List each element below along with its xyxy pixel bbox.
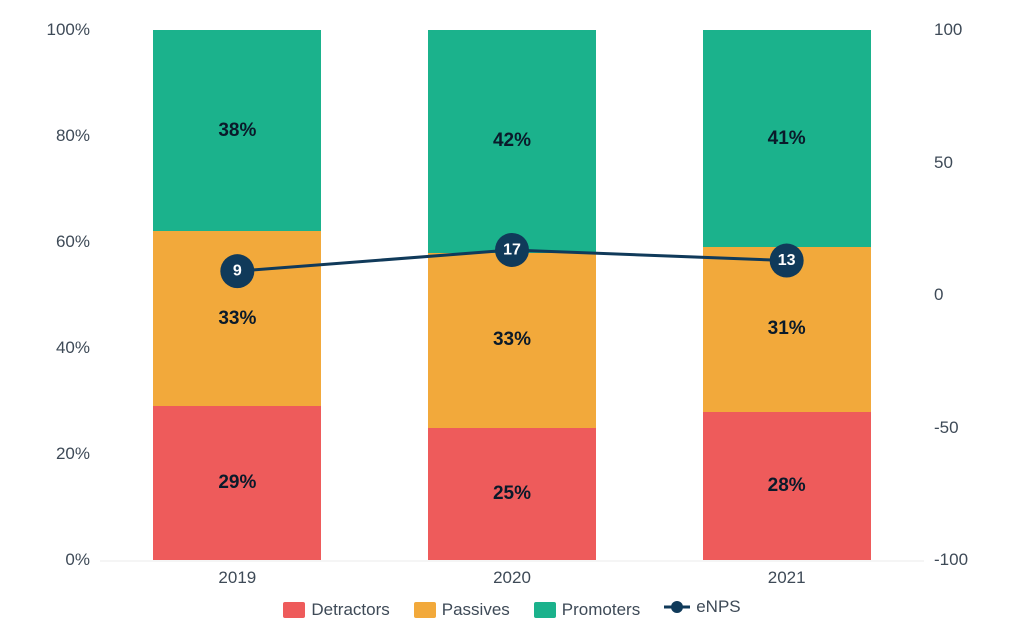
bar-segment-passives: 31% xyxy=(703,247,871,411)
y-axis-right: -100-50050100 xyxy=(934,30,1014,560)
bar-segment-promoters: 41% xyxy=(703,30,871,247)
plot-area: 29%33%38%25%33%42%28%31%41%91713 xyxy=(100,30,924,561)
legend-swatch-icon xyxy=(414,602,436,618)
x-label: 2021 xyxy=(768,568,806,588)
y-right-tick: 0 xyxy=(934,285,1014,305)
legend: Detractors Passives Promoters eNPS xyxy=(0,596,1024,623)
bar-segment-detractors: 25% xyxy=(428,428,596,561)
bar-segment-passives: 33% xyxy=(153,231,321,406)
enps-chart: 0%20%40%60%80%100% -100-50050100 29%33%3… xyxy=(0,0,1024,644)
legend-line-icon xyxy=(664,596,690,618)
y-axis-left: 0%20%40%60%80%100% xyxy=(10,30,90,560)
y-left-tick: 0% xyxy=(10,550,90,570)
bar-group: 25%33%42% xyxy=(428,30,596,560)
y-left-tick: 100% xyxy=(10,20,90,40)
legend-swatch-icon xyxy=(283,602,305,618)
y-left-tick: 80% xyxy=(10,126,90,146)
legend-label: eNPS xyxy=(696,597,740,617)
y-right-tick: 100 xyxy=(934,20,1014,40)
y-left-tick: 40% xyxy=(10,338,90,358)
y-right-tick: 50 xyxy=(934,153,1014,173)
y-left-tick: 20% xyxy=(10,444,90,464)
legend-swatch-icon xyxy=(534,602,556,618)
x-axis: 2019 2020 2021 xyxy=(100,568,924,592)
legend-label: Passives xyxy=(442,600,510,620)
legend-item-line: eNPS xyxy=(664,596,740,618)
bar-segment-promoters: 42% xyxy=(428,30,596,253)
bar-group: 29%33%38% xyxy=(153,30,321,560)
legend-item-detractors: Detractors xyxy=(283,600,389,620)
bar-segment-detractors: 28% xyxy=(703,412,871,560)
legend-label: Promoters xyxy=(562,600,640,620)
x-label: 2020 xyxy=(493,568,531,588)
bar-segment-promoters: 38% xyxy=(153,30,321,231)
baseline xyxy=(100,560,924,562)
bar-segment-detractors: 29% xyxy=(153,406,321,560)
bar-group: 28%31%41% xyxy=(703,30,871,560)
y-left-tick: 60% xyxy=(10,232,90,252)
legend-label: Detractors xyxy=(311,600,389,620)
legend-item-passives: Passives xyxy=(414,600,510,620)
legend-item-promoters: Promoters xyxy=(534,600,640,620)
y-right-tick: -100 xyxy=(934,550,1014,570)
y-right-tick: -50 xyxy=(934,418,1014,438)
x-label: 2019 xyxy=(218,568,256,588)
bar-segment-passives: 33% xyxy=(428,253,596,428)
